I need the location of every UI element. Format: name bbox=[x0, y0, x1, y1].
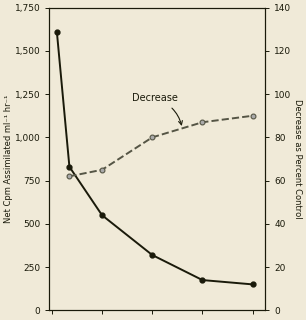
Text: Decrease: Decrease bbox=[132, 93, 182, 125]
Y-axis label: Decrease as Percent Control: Decrease as Percent Control bbox=[293, 99, 302, 219]
Y-axis label: Net Cpm Assimilated ml⁻¹ hr⁻¹: Net Cpm Assimilated ml⁻¹ hr⁻¹ bbox=[4, 95, 13, 223]
